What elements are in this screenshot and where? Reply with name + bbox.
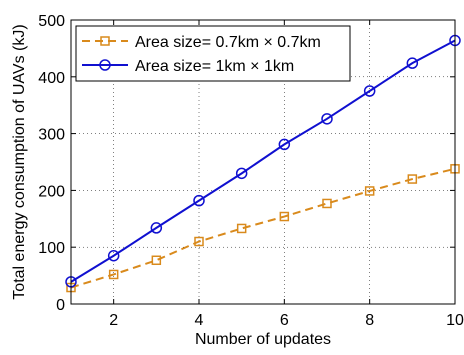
x-tick-label: 8 <box>365 312 374 329</box>
series-line-2 <box>70 39 456 283</box>
x-tick-label: 4 <box>195 312 204 329</box>
y-tick-label: 100 <box>38 240 65 257</box>
data-point-square <box>322 198 332 209</box>
y-axis-label: Total energy consumption of UAVs (kJ) <box>11 24 28 299</box>
series-line-1 <box>70 167 456 289</box>
data-point-square <box>407 174 418 184</box>
y-tick-label: 300 <box>38 127 65 144</box>
data-point-circle <box>278 138 291 151</box>
legend-label-2: Area size= 1km × 1km <box>135 58 294 75</box>
data-point-square <box>194 236 204 247</box>
data-point-square <box>151 255 162 266</box>
data-point-circle <box>150 222 163 234</box>
data-point-square <box>364 186 375 196</box>
legend-marker-circle <box>99 59 111 71</box>
x-tick-label: 2 <box>109 312 118 329</box>
data-point-circle <box>321 113 333 125</box>
data-point-square <box>279 211 290 222</box>
y-tick-label: 400 <box>38 70 65 87</box>
data-point-circle <box>193 194 205 207</box>
legend-box <box>75 25 351 82</box>
data-point-square <box>108 269 119 280</box>
x-axis-label: Number of updates <box>195 331 331 348</box>
legend-marker-square <box>100 36 110 46</box>
plot-area-frame <box>70 19 456 305</box>
data-point-circle <box>107 249 120 262</box>
y-tick-label: 500 <box>38 13 65 30</box>
series-layer <box>65 34 461 293</box>
x-tick-label: 6 <box>280 312 289 329</box>
x-tick-label: 10 <box>446 312 464 329</box>
data-point-square <box>236 223 247 234</box>
legend: Area size= 0.7km × 0.7km Area size= 1km ×… <box>75 25 351 82</box>
legend-label-1: Area size= 0.7km × 0.7km <box>135 34 321 51</box>
y-tick-label: 0 <box>56 297 65 314</box>
data-point-circle <box>363 85 376 97</box>
data-point-circle <box>406 57 419 69</box>
y-tick-label: 200 <box>38 183 65 200</box>
data-point-circle <box>235 167 248 180</box>
